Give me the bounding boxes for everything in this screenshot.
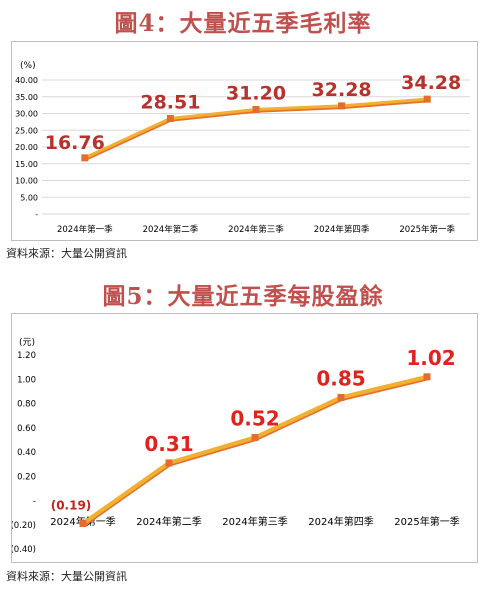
chart2-ytick-label: (0.40): [12, 545, 36, 555]
chart2-unit-label: (元): [19, 338, 35, 348]
chart2-series-line: [81, 374, 428, 526]
chart2-data-point: [165, 459, 173, 467]
chart2-frame: (元) (0.40) (0.20) - 0.20 0.40 0.60 0.80 1.00 1.20…: [10, 313, 478, 563]
chart2-ytick-label: 0.40: [17, 448, 36, 458]
chart1-xtick-label: 2024年第三季: [228, 224, 284, 235]
chart2-series-line-shadow: [81, 375, 428, 527]
chart1-ytick-label: 20.00: [15, 143, 38, 152]
chart2-xtick-label: 2024年第二季: [136, 515, 201, 528]
chart1-ytick-label: 35.00: [15, 93, 38, 102]
chart1-data-point: [338, 102, 346, 110]
chart1-data-label: 31.20: [226, 82, 286, 104]
chart1-xtick-label: 2024年第一季: [57, 224, 113, 235]
chart2-xtick-label: 2025年第一季: [394, 515, 459, 528]
chart1-ytick-label: 40.00: [15, 76, 38, 85]
chart1-unit-label: (%): [20, 61, 36, 71]
chart2-data-point: [79, 520, 87, 528]
chart1-data-point: [423, 95, 431, 103]
chart1-title: 圖4：大量近五季毛利率: [114, 10, 372, 37]
chart1-ytick-label: 5.00: [20, 193, 38, 202]
chart2-data-label: 0.52: [230, 406, 279, 430]
chart1-frame: (%) - 5.00 10.00 15.00 20.00 25.00 30.00 35.00 40…: [11, 41, 478, 241]
chart1-ytick-label: 15.00: [15, 160, 38, 169]
chart2-title: 圖5：大量近五季每股盈餘: [102, 283, 384, 310]
chart2-xtick-label: 2024年第三季: [222, 515, 287, 528]
chart1-ytick-label: -: [35, 210, 38, 219]
chart2-xtick-label: 2024年第四季: [308, 515, 373, 528]
chart2-data-label: 0.85: [316, 366, 365, 390]
chart2-ytick-label: 0.60: [17, 424, 36, 434]
chart1-ytick-label: 10.00: [15, 177, 38, 186]
chart2-source: 資料來源：大量公開資訊: [6, 570, 127, 583]
chart2-ytick-label: 1.00: [17, 375, 36, 385]
chart1-data-label: 16.76: [45, 132, 105, 154]
chart2-data-point: [251, 433, 259, 441]
chart1-source: 資料來源：大量公開資訊: [6, 247, 127, 260]
chart2-ytick-label: 0.80: [17, 400, 36, 410]
chart2-ytick-label: 0.20: [17, 472, 36, 482]
chart1-ytick-label: 25.00: [15, 126, 38, 135]
chart1-plot: (%) - 5.00 10.00 15.00 20.00 25.00 30.00 35.00 40…: [15, 61, 470, 235]
chart2-data-point: [423, 373, 431, 381]
chart1-ytick-label: 30.00: [15, 110, 38, 119]
chart2-plot: (元) (0.40) (0.20) - 0.20 0.40 0.60 0.80 1.00 1.20…: [10, 338, 459, 555]
chart1-data-label: 32.28: [312, 79, 372, 101]
chart1-data-point: [81, 154, 89, 162]
chart2-data-label: (0.19): [51, 499, 92, 513]
chart2-ytick-label: (0.20): [12, 521, 36, 531]
chart2-ytick-label: 1.20: [17, 351, 36, 361]
chart2-data-label: 0.31: [144, 432, 193, 456]
chart1-xtick-label: 2024年第二季: [143, 224, 199, 235]
chart1-data-point: [166, 114, 174, 122]
chart1-data-label: 28.51: [140, 91, 200, 113]
chart2-data-point: [337, 393, 345, 401]
chart1-data-label: 34.28: [401, 72, 461, 94]
chart1-xtick-label: 2024年第四季: [314, 224, 370, 235]
chart1-xtick-label: 2025年第一季: [399, 224, 455, 235]
chart2-ytick-label: -: [33, 497, 36, 507]
chart2-data-label: 1.02: [406, 346, 455, 370]
chart1-data-point: [252, 105, 260, 113]
